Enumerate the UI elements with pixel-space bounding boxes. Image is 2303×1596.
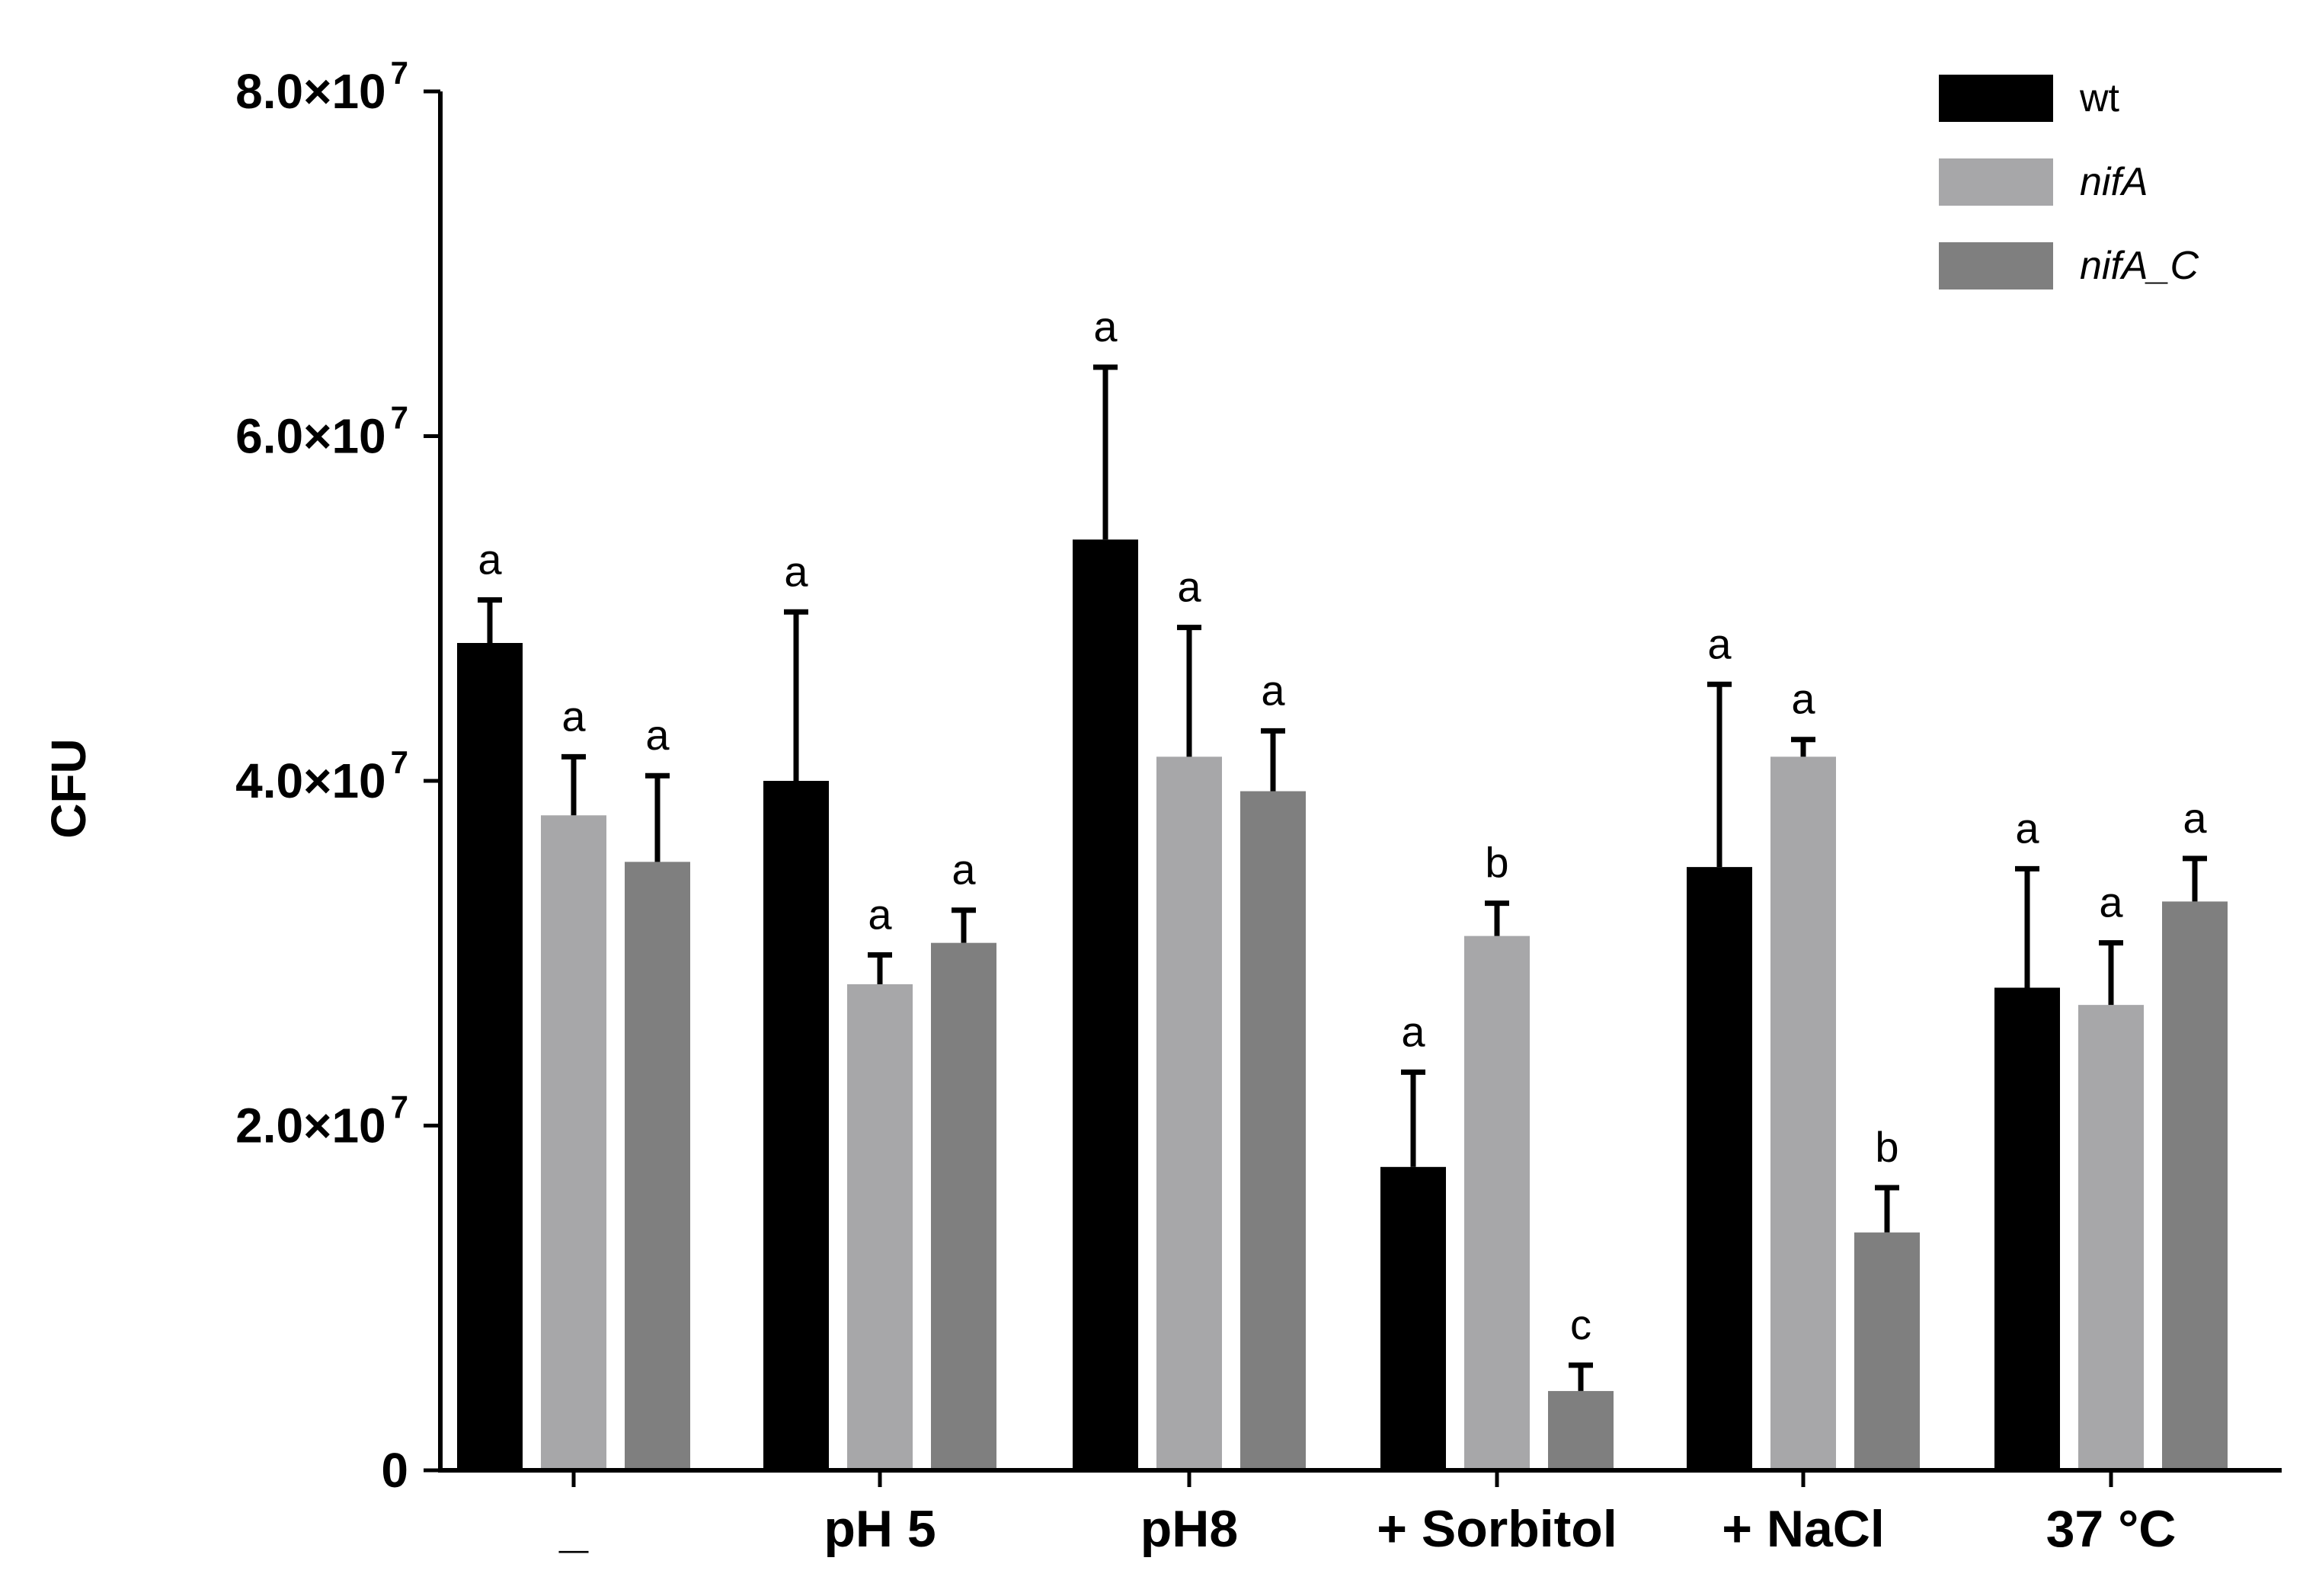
bar-wt (763, 781, 829, 1470)
bar-nifa (847, 984, 913, 1470)
bars: a a a a a a a a a a b c a a b a a a (457, 302, 2228, 1470)
y-tick-label: 6.0×10 7 (235, 400, 408, 464)
significance-label: a (645, 711, 670, 759)
y-tick-mantissa: 2.0×10 (235, 1099, 386, 1153)
significance-label: a (1791, 675, 1815, 723)
bar-nifa-c (1548, 1390, 1614, 1470)
y-tick-exponent: 7 (391, 55, 408, 91)
bar-nifa-c (625, 862, 690, 1470)
significance-label: b (1485, 839, 1508, 887)
x-tick-label: + NaCl (1722, 1500, 1885, 1558)
y-axis-title: CFU (41, 738, 96, 839)
y-tick-label: 4.0×10 7 (235, 744, 408, 808)
x-tick-label: pH8 (1140, 1500, 1238, 1558)
bar-nifa (1770, 756, 1836, 1470)
legend-label: nifA_C (2080, 244, 2199, 288)
y-tick-exponent: 7 (391, 744, 408, 780)
significance-label: a (2015, 804, 2039, 852)
bar-wt (1380, 1166, 1446, 1470)
legend-swatch (1939, 158, 2053, 206)
bar-nifa (1464, 936, 1530, 1470)
legend-label: nifA (2080, 160, 2148, 204)
significance-label: c (1570, 1300, 1591, 1348)
bar-nifa-c (1854, 1232, 1920, 1470)
legend-swatch (1939, 75, 2053, 122)
y-tick-mantissa: 4.0×10 (235, 753, 386, 808)
bar-nifa (1156, 756, 1222, 1470)
y-axis-ticks: 02.0×10 74.0×10 76.0×10 78.0×10 7 (235, 55, 440, 1498)
x-tick-label: _ (558, 1500, 589, 1558)
significance-label: a (1261, 666, 1285, 714)
significance-label: a (1401, 1007, 1425, 1055)
significance-label: a (952, 846, 976, 894)
y-tick-exponent: 7 (391, 400, 408, 436)
significance-label: a (561, 692, 586, 740)
x-tick-label: 37 °C (2046, 1500, 2177, 1558)
axes (438, 91, 2282, 1473)
x-tick-label: pH 5 (824, 1500, 936, 1558)
bar-nifa-c (2162, 901, 2228, 1470)
significance-label: b (1875, 1123, 1898, 1171)
bar-wt (457, 643, 523, 1470)
bar-nifa (2078, 1005, 2144, 1470)
bar-nifa (541, 815, 606, 1470)
significance-label: a (1707, 619, 1732, 667)
bar-wt (1994, 987, 2060, 1470)
x-axis-category-labels: _ pH 5 pH8 + Sorbitol + NaCl 37 °C (558, 1470, 2176, 1558)
significance-label: a (2099, 878, 2123, 926)
y-tick-label: 8.0×10 7 (235, 55, 408, 119)
bar-wt (1687, 867, 1752, 1470)
legend-label: wt (2079, 76, 2120, 120)
significance-label: a (868, 891, 892, 939)
significance-label: a (2183, 794, 2207, 842)
significance-label: a (784, 547, 808, 595)
y-tick-mantissa: 0 (381, 1443, 408, 1498)
bar-wt (1073, 539, 1138, 1470)
y-tick-exponent: 7 (391, 1089, 408, 1125)
significance-label: a (1093, 302, 1118, 350)
y-tick-mantissa: 8.0×10 (235, 64, 386, 119)
bar-nifa-c (931, 942, 996, 1470)
bar-nifa-c (1240, 791, 1306, 1470)
significance-label: a (478, 535, 502, 583)
y-tick-mantissa: 6.0×10 (235, 409, 386, 464)
legend-swatch (1939, 242, 2053, 289)
y-tick-label: 0 (381, 1443, 408, 1498)
legend: wt nifA nifA_C (1939, 75, 2199, 289)
x-tick-label: + Sorbitol (1377, 1500, 1617, 1558)
significance-label: a (1177, 563, 1201, 611)
y-tick-label: 2.0×10 7 (235, 1089, 408, 1153)
